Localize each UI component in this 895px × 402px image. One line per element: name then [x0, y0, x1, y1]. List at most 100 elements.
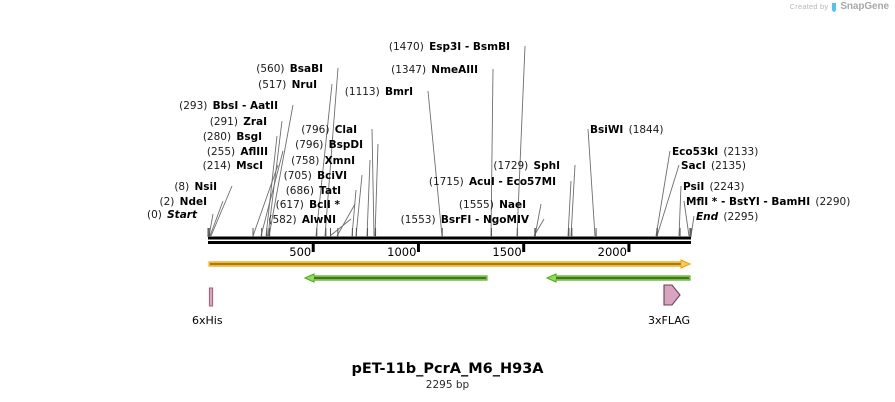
site-enzyme-name: SphI: [533, 160, 560, 172]
site-position: (1555): [458, 199, 494, 211]
restriction-site-label-nsii: (8) NsiI: [0, 181, 217, 193]
site-position: (2290): [815, 196, 851, 208]
watermark-created-by-label: Created by: [789, 2, 829, 11]
leader-psii: [678, 185, 682, 237]
restriction-site-label-xmni: (758) XmnI: [0, 155, 355, 167]
leader-bsiwi: [587, 128, 596, 237]
site-enzyme-name: BsrFI - NgoMIV: [440, 214, 529, 226]
ruler-major-tick-500: [311, 241, 315, 252]
site-enzyme-name: TatI: [319, 185, 341, 197]
site-enzyme-name: BsgI: [236, 131, 262, 143]
site-position: (2295): [723, 211, 759, 223]
6xhis-tag: [208, 287, 214, 307]
3xflag-tag: [663, 284, 681, 306]
restriction-site-label-bspdi: (796) BspDI: [0, 139, 363, 151]
site-enzyme-name: BmrI: [384, 86, 413, 98]
restriction-site-label-afliii: (255) AflIII: [0, 146, 268, 158]
leader-acui: [567, 180, 572, 237]
feature-annotations: [208, 259, 692, 307]
restriction-site-label-nmeaiii: (1347) NmeAIII: [0, 64, 478, 76]
site-position: (1729): [493, 160, 529, 172]
site-position: (758): [291, 155, 320, 167]
site-enzyme-name: BsaBI: [289, 63, 323, 75]
site-position: (214): [202, 160, 231, 172]
site-position: (8): [174, 181, 190, 193]
site-position: (293): [179, 100, 208, 112]
restriction-site-label-bsrfi-ngomiv: (1553) BsrFI - NgoMIV: [0, 214, 529, 226]
restriction-site-label-end: End (2295): [696, 211, 758, 223]
site-enzyme-name: NdeI: [179, 196, 207, 208]
restriction-site-label-start: (0) Start: [0, 209, 197, 221]
site-enzyme-name: PsiI: [683, 181, 705, 193]
site-enzyme-name: BsiWI: [590, 124, 624, 136]
site-position: (796): [301, 124, 330, 136]
plasmid-title: pET-11b_PcrA_M6_H93A: [351, 361, 544, 377]
site-position: (1113): [344, 86, 380, 98]
restriction-site-label-bsgi: (280) BsgI: [0, 131, 262, 143]
site-enzyme-name: NsiI: [194, 181, 217, 193]
site-position: (291): [209, 116, 238, 128]
site-enzyme-name: BspDI: [328, 139, 363, 151]
ruler-major-tick-1000: [416, 241, 420, 252]
leader-msci: [252, 164, 279, 237]
ruler-tick-label-2000: 2000: [597, 245, 627, 259]
leader-xmni: [366, 159, 371, 237]
leader-esp3i: [516, 45, 526, 237]
site-position: (582): [268, 214, 297, 226]
site-enzyme-name: Esp3I - BsmBI: [429, 41, 510, 53]
site-enzyme-name: BbsI - AatII: [212, 100, 278, 112]
ruler-major-tick-2000: [627, 241, 631, 252]
restriction-site-label-ndei: (2) NdeI: [0, 196, 207, 208]
site-enzyme-name: Start: [167, 209, 197, 221]
ruler-tick-label-1000: 1000: [387, 245, 417, 259]
leader-bspdi: [374, 143, 379, 237]
site-position: (2): [159, 196, 175, 208]
restriction-site-label-bsiwi: BsiWI (1844): [590, 124, 664, 136]
leader-naei: [534, 203, 542, 237]
leader-saci: [656, 164, 680, 237]
restriction-site-label-sphi: (1729) SphI: [0, 160, 560, 172]
site-position: (796): [295, 139, 324, 151]
site-enzyme-name: SacI: [681, 160, 706, 172]
site-position: (2243): [709, 181, 745, 193]
restriction-site-label-bcli: (617) BclI *: [0, 199, 340, 211]
site-enzyme-name: MscI: [236, 160, 263, 172]
restriction-site-label-saci: SacI (2135): [681, 160, 746, 172]
site-enzyme-name: ZraI: [243, 116, 267, 128]
site-position: (517): [258, 79, 287, 91]
site-enzyme-name: BciVI: [317, 170, 347, 182]
site-position: (280): [202, 131, 232, 143]
leader-bcivi: [355, 174, 363, 237]
site-enzyme-name: NaeI: [499, 199, 526, 211]
site-position: (560): [256, 63, 285, 75]
restriction-site-label-eco53ki: Eco53kI (2133): [672, 146, 758, 158]
site-position: (705): [283, 170, 312, 182]
feature-caption-3xflag: 3xFLAG: [648, 314, 691, 327]
site-position: (1553): [400, 214, 436, 226]
ruler-major-tick-1500: [522, 241, 526, 252]
restriction-site-label-mfli-bstyi-bamhi: MflI * - BstYI - BamHI (2290): [686, 196, 850, 208]
leader-clai: [371, 128, 375, 237]
leader-zrai: [267, 120, 283, 237]
site-position: (1715): [428, 176, 464, 188]
restriction-site-label-clai: (796) ClaI: [0, 124, 357, 136]
ruler-backbone-upper: [208, 236, 691, 240]
restriction-site-label-alwni: (582) AlwNI: [0, 214, 336, 226]
site-enzyme-name: Eco53kI: [672, 146, 719, 158]
site-enzyme-name: NruI: [291, 79, 317, 91]
snapgene-watermark: Created by SnapGene: [790, 1, 889, 12]
site-position: (686): [285, 185, 314, 197]
site-position: (2133): [723, 146, 759, 158]
site-position: (1844): [628, 124, 664, 136]
restriction-site-label-naei: (1555) NaeI: [0, 199, 526, 211]
restriction-site-label-esp3i-bsmbi: (1470) Esp3I - BsmBI: [0, 41, 510, 53]
ruler-tick-label-500: 500: [289, 245, 312, 259]
leader-nsii: [210, 185, 233, 237]
site-enzyme-name: AcuI - Eco57MI: [469, 176, 556, 188]
leader-ndei: [209, 200, 224, 237]
leader-eco53ki: [655, 150, 671, 237]
site-enzyme-name: BclI *: [309, 199, 340, 211]
site-enzyme-name: NmeAIII: [431, 64, 478, 76]
leader-mfli: [683, 200, 690, 237]
